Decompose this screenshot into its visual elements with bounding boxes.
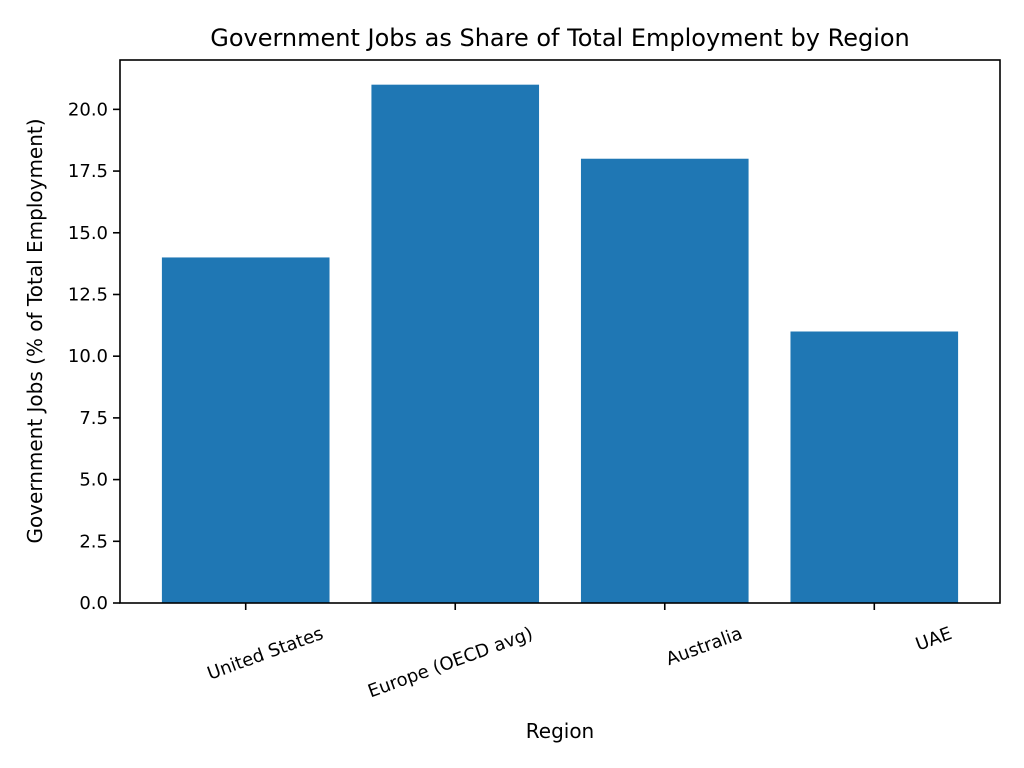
- bar-united-states: [161, 257, 330, 603]
- y-axis-ticks: 0.0 2.5 5.0 7.5 10.0 12.5 15.0 17.5 20.0: [68, 99, 120, 614]
- bar-europe-oecd-avg: [371, 84, 540, 604]
- x-axis-ticks: United States Europe (OECD avg) Australia U…: [204, 603, 955, 702]
- bar-uae: [790, 331, 959, 603]
- y-tick-label: 5.0: [79, 470, 108, 491]
- plot-frame: [119, 59, 1001, 604]
- y-tick-label: 10.0: [68, 346, 108, 367]
- y-tick-label: 7.5: [79, 408, 108, 429]
- y-tick-label: 0.0: [79, 593, 108, 614]
- bars-group: [161, 84, 959, 604]
- x-tick-label-uae: UAE: [913, 623, 955, 655]
- y-axis-label: Government Jobs (% of Total Employment): [23, 118, 47, 543]
- y-tick-label: 15.0: [68, 223, 108, 244]
- x-tick-label-australia: Australia: [663, 623, 745, 670]
- y-tick-label: 20.0: [68, 99, 108, 120]
- bar-australia: [580, 158, 749, 604]
- y-tick-label: 12.5: [68, 284, 108, 305]
- y-tick-label: 17.5: [68, 161, 108, 182]
- y-tick-label: 2.5: [79, 531, 108, 552]
- x-tick-label-europe-oecd-avg: Europe (OECD avg): [365, 623, 536, 702]
- x-tick-label-united-states: United States: [204, 623, 326, 684]
- x-axis-label: Region: [526, 719, 594, 743]
- chart-title: Government Jobs as Share of Total Employ…: [210, 24, 910, 52]
